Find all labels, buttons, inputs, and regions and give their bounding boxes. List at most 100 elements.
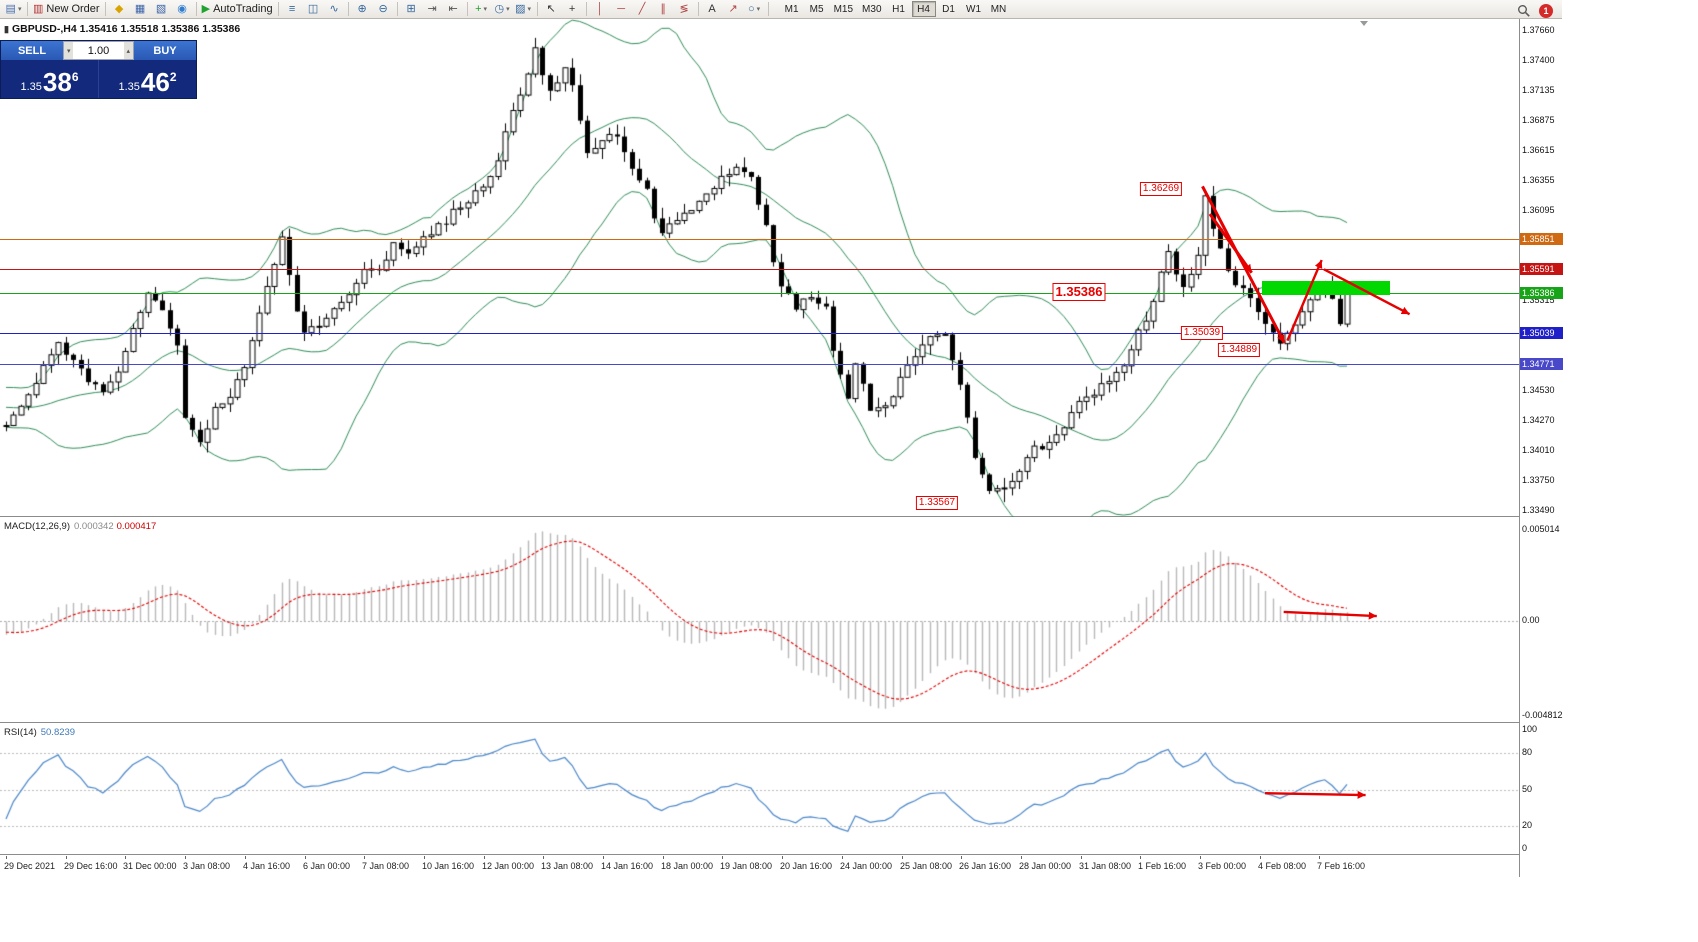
shapes-icon-glyph: ○ (748, 2, 755, 15)
market-watch-icon[interactable]: ▦ (130, 1, 151, 18)
volume-input[interactable] (73, 42, 124, 59)
timeframe-h4[interactable]: H4 (911, 1, 936, 17)
bar-chart-icon[interactable]: ≡ (282, 1, 303, 18)
axis-label: 1.37660 (1522, 25, 1555, 35)
tile-windows-icon-glyph: ⊞ (406, 2, 416, 15)
symbol-info: ▮ GBPUSD-,H4 1.35416 1.35518 1.35386 1.35… (4, 23, 240, 35)
horizontal-line-object[interactable] (0, 293, 1519, 294)
chart-icon: ▮ (4, 24, 9, 34)
metaeditor-icon[interactable]: ◆ (109, 1, 130, 18)
notifications-badge[interactable]: 1 (1539, 3, 1553, 18)
rsi-canvas[interactable] (0, 724, 1519, 855)
horizontal-line-object[interactable] (0, 239, 1519, 240)
time-tick (961, 856, 962, 859)
horizontal-line-object[interactable] (0, 333, 1519, 334)
toolbar-separator (195, 2, 197, 16)
horizontal-line-icon[interactable]: ─ (611, 1, 632, 18)
toolbar-separator (536, 2, 538, 16)
axis-label: 1.37400 (1522, 55, 1555, 65)
text-icon[interactable]: A (702, 1, 723, 18)
time-tick (245, 856, 246, 859)
time-tick (305, 856, 306, 859)
vertical-line-icon-glyph: │ (596, 2, 604, 15)
price-callout-label[interactable]: 1.34889 (1217, 343, 1261, 357)
tile-windows-icon[interactable]: ⊞ (401, 1, 422, 18)
autotrading-button-icon: ▶ (201, 2, 211, 15)
arrows-icon[interactable]: ↗ (723, 1, 744, 18)
chart-window-icon[interactable]: ▤ ▾ (3, 1, 24, 18)
timeframe-mn[interactable]: MN (987, 1, 1011, 17)
axis-label: 0 (1522, 843, 1528, 853)
timeframe-w1[interactable]: W1 (962, 1, 986, 17)
buy-price-big: 46 (140, 67, 170, 97)
axis-label: 1.36615 (1522, 145, 1555, 155)
auto-scroll-icon[interactable]: ⇥ (422, 1, 443, 18)
price-callout-label[interactable]: 1.36269 (1139, 182, 1183, 196)
periods-icon[interactable]: ◷ ▾ (492, 1, 513, 18)
price-callout-label[interactable]: 1.33567 (915, 496, 959, 510)
timeframe-m5[interactable]: M5 (805, 1, 829, 17)
time-label: 3 Jan 08:00 (183, 861, 231, 871)
chart-shift-icon[interactable]: ⇤ (443, 1, 464, 18)
dropdown-arrow-icon: ▾ (756, 6, 761, 13)
text-icon-glyph: A (708, 2, 716, 15)
search-icon[interactable] (1513, 2, 1534, 19)
new-order-button[interactable]: ▥ New Order (31, 1, 102, 18)
time-tick (1200, 856, 1201, 859)
buy-button[interactable]: BUY (134, 41, 196, 60)
price-axis[interactable]: 1.37660 1.37400 1.37135 1.36875 1.36615 1.363… (1519, 19, 1563, 877)
time-axis[interactable]: 29 Dec 2021 29 Dec 16:00 31 Dec 00:00 3 Jan… (0, 856, 1519, 877)
timeframe-d1[interactable]: D1 (937, 1, 961, 17)
timeframe-m1[interactable]: M1 (780, 1, 804, 17)
sell-button[interactable]: SELL (1, 41, 63, 60)
main-chart-pane[interactable]: ▮ GBPUSD-,H4 1.35416 1.35518 1.35386 1.35… (0, 19, 1519, 517)
candlestick-icon[interactable]: ◫ (303, 1, 324, 18)
highlight-rectangle-object[interactable] (1262, 281, 1391, 295)
time-label: 31 Jan 08:00 (1079, 861, 1132, 871)
time-label: 1 Feb 16:00 (1138, 861, 1187, 871)
volume-increase-button[interactable]: ▴ (123, 42, 133, 59)
indicators-icon[interactable]: + ▾ (471, 1, 492, 18)
timeframe-h1[interactable]: H1 (887, 1, 911, 17)
templates-icon[interactable]: ▨ ▾ (513, 1, 534, 18)
channel-icon[interactable]: ∥ (653, 1, 674, 18)
time-tick (842, 856, 843, 859)
price-callout-label[interactable]: 1.35039 (1180, 326, 1224, 340)
navigator-icon-glyph: ◉ (177, 2, 187, 15)
market-watch-icon-glyph: ▦ (134, 2, 146, 15)
timeframe-m30[interactable]: M30 (858, 1, 885, 17)
time-tick (543, 856, 544, 859)
dropdown-arrow-icon: ▾ (17, 6, 22, 13)
macd-canvas[interactable] (0, 518, 1519, 723)
time-tick (722, 856, 723, 859)
cursor-icon[interactable]: ↖ (541, 1, 562, 18)
horizontal-line-object[interactable] (0, 269, 1519, 270)
time-label: 19 Jan 08:00 (720, 861, 773, 871)
sell-price[interactable]: 1.35 38 6 (1, 60, 98, 98)
buy-price[interactable]: 1.35 46 2 (99, 60, 196, 98)
price-callout-label[interactable]: 1.35386 (1052, 283, 1106, 301)
zoom-in-icon[interactable]: ⊕ (352, 1, 373, 18)
fibonacci-icon[interactable]: ≶ (674, 1, 695, 18)
crosshair-icon[interactable]: + (562, 1, 583, 18)
data-window-icon[interactable]: ▧ (151, 1, 172, 18)
volume-box: ▾ ▴ (63, 41, 134, 60)
autotrading-button[interactable]: ▶ AutoTrading (200, 1, 275, 18)
volume-decrease-button[interactable]: ▾ (64, 42, 74, 59)
line-chart-icon[interactable]: ∿ (324, 1, 345, 18)
crosshair-icon-glyph: + (568, 2, 576, 15)
timeframe-m15[interactable]: M15 (830, 1, 857, 17)
candlestick-canvas[interactable] (0, 19, 1519, 517)
navigator-icon[interactable]: ◉ (172, 1, 193, 18)
shapes-icon[interactable]: ○ ▾ (744, 1, 765, 18)
chart-window: ▮ GBPUSD-,H4 1.35416 1.35518 1.35386 1.35… (0, 19, 1563, 877)
chart-shift-marker (1360, 21, 1368, 26)
horizontal-line-object[interactable] (0, 364, 1519, 365)
zoom-out-icon[interactable]: ⊖ (373, 1, 394, 18)
rsi-pane[interactable]: RSI(14) 50.8239 (0, 724, 1519, 855)
channel-icon-glyph: ∥ (660, 2, 666, 15)
macd-pane[interactable]: MACD(12,26,9) 0.000342 0.000417 (0, 518, 1519, 723)
trendline-icon[interactable]: ╱ (632, 1, 653, 18)
vertical-line-icon[interactable]: │ (590, 1, 611, 18)
macd-name: MACD(12,26,9) (4, 521, 70, 532)
